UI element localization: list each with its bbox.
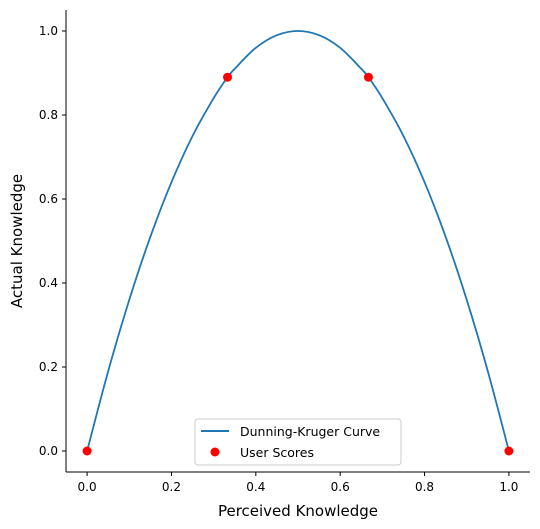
y-tick-label: 0.0 [39, 444, 58, 458]
y-axis-label: Actual Knowledge [8, 174, 26, 308]
legend-label-curve: Dunning-Kruger Curve [240, 424, 380, 439]
legend-label-scores: User Scores [240, 445, 314, 460]
y-tick-label: 0.4 [39, 276, 58, 290]
series-line-dunning-kruger [86, 30, 510, 452]
x-tick-label: 0.4 [246, 480, 265, 494]
legend: Dunning-Kruger Curve User Scores [194, 418, 402, 466]
axes-spines [65, 10, 530, 473]
x-ticks: 0.0 0.2 0.4 0.6 0.8 1.0 [78, 472, 518, 494]
user-score-point [223, 72, 233, 82]
user-score-point [504, 446, 514, 456]
x-tick-label: 0.8 [415, 480, 434, 494]
x-axis-label: Perceived Knowledge [218, 502, 378, 520]
legend-box [194, 418, 402, 466]
x-tick-label: 1.0 [499, 480, 518, 494]
x-tick-label: 0.6 [331, 480, 350, 494]
user-score-point [363, 72, 373, 82]
x-tick-label: 0.0 [78, 480, 97, 494]
y-tick-label: 1.0 [39, 24, 58, 38]
user-score-point [82, 446, 92, 456]
y-tick-label: 0.6 [39, 192, 58, 206]
y-ticks: 0.0 0.2 0.4 0.6 0.8 1.0 [39, 24, 66, 458]
x-tick-label: 0.2 [162, 480, 181, 494]
plot-series [82, 30, 514, 456]
legend-point-marker [210, 447, 220, 457]
y-tick-label: 0.8 [39, 108, 58, 122]
y-tick-label: 0.2 [39, 360, 58, 374]
